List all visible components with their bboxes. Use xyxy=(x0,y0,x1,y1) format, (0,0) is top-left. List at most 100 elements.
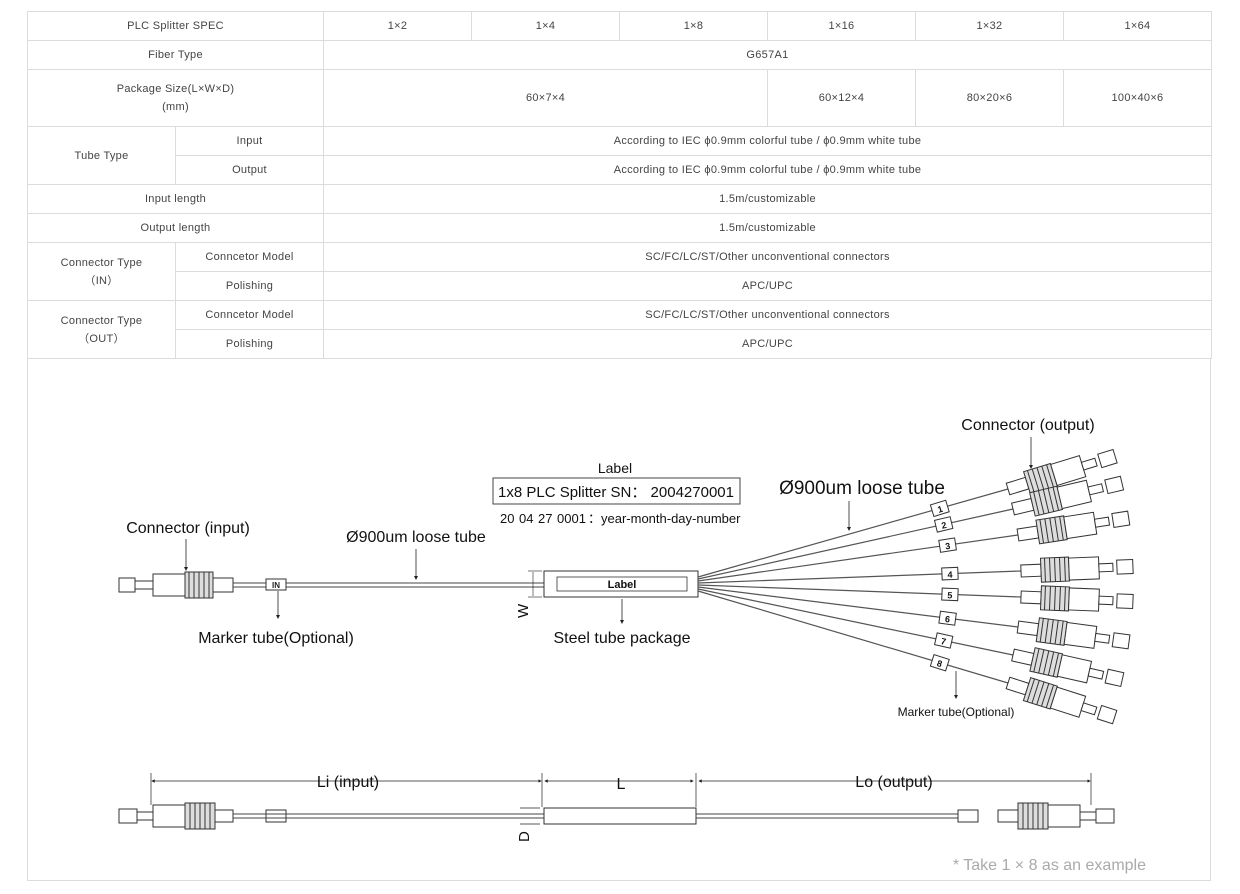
output-fanout: 1 2 3 4 5 6 7 8 xyxy=(697,448,1134,725)
connector-out-model-label: Conncetor Model xyxy=(175,300,324,330)
bottom-steel-tube xyxy=(543,807,697,825)
dimension-lines xyxy=(150,773,1092,825)
connector-in-polishing-row: Polishing APC/UPC xyxy=(28,271,1212,301)
marker-tube-left-label: Marker tube(Optional) xyxy=(198,630,354,647)
output-length-label: Output length xyxy=(27,213,324,243)
tube-type-input-row: Tube Type Input According to IEC ϕ0.9mm … xyxy=(27,126,1212,185)
tube-type-output-row: Output According to IEC ϕ0.9mm colorful … xyxy=(28,155,1212,185)
connector-in-label: Connector Type （IN） xyxy=(27,242,176,301)
connector-out-polishing-label: Polishing xyxy=(175,329,324,359)
output-fiber-1 xyxy=(697,488,1009,578)
in-marker-tube: IN xyxy=(265,578,287,591)
output-marker-tube-6: 6 xyxy=(938,610,957,626)
sn-month: 04 xyxy=(519,511,533,526)
sn-year: 20 xyxy=(500,511,514,526)
input-length-value: 1.5m/customizable xyxy=(323,184,1212,214)
output-connector-7-icon xyxy=(1011,647,1125,688)
loose-tube-left-label: Ø900um loose tube xyxy=(346,529,486,546)
output-fiber-5 xyxy=(697,584,1022,598)
package-size-label-line1: Package Size(L×W×D) xyxy=(116,83,235,95)
output-marker-tube-8: 8 xyxy=(929,653,950,672)
package-size-value-16: 60×12×4 xyxy=(767,69,916,127)
connector-in-model-value: SC/FC/LC/ST/Other unconventional connect… xyxy=(323,242,1212,272)
package-size-row: Package Size(L×W×D) (mm) 60×7×4 60×12×4 … xyxy=(27,69,1212,127)
package-size-value-32: 80×20×6 xyxy=(915,69,1064,127)
fiber-type-row: Fiber Type G657A1 xyxy=(27,40,1212,70)
output-fiber-4 xyxy=(697,570,1022,584)
output-connector-4-icon xyxy=(1020,556,1134,583)
l-label: L xyxy=(617,776,626,793)
col-1x32: 1×32 xyxy=(915,11,1064,41)
package-size-label: Package Size(L×W×D) (mm) xyxy=(27,69,324,127)
tube-type-input-label: Input xyxy=(175,126,324,156)
output-fiber-6 xyxy=(697,586,1019,628)
output-fiber-2 xyxy=(697,508,1014,580)
connector-input-label: Connector (input) xyxy=(126,520,250,537)
package-label-text: Label xyxy=(608,579,637,591)
output-fiber-7 xyxy=(697,588,1014,656)
connector-output-label: Connector (output) xyxy=(961,417,1094,434)
package-size-value-small: 60×7×4 xyxy=(323,69,768,127)
output-length-value: 1.5m/customizable xyxy=(323,213,1212,243)
footnote: * Take 1 × 8 as an example xyxy=(953,857,1146,874)
output-number-5: 5 xyxy=(947,590,952,600)
sn-explain: ：year-month-day-number xyxy=(588,511,741,526)
in-marker-label: IN xyxy=(272,581,280,590)
output-connector-5-icon xyxy=(1020,585,1134,612)
output-length-row: Output length 1.5m/customizable xyxy=(27,213,1212,243)
output-marker-tube-5: 5 xyxy=(941,587,959,602)
connector-in-polishing-label: Polishing xyxy=(175,271,324,301)
label-box xyxy=(492,477,741,505)
bottom-right-connector-icon xyxy=(957,802,1115,830)
output-marker-tube-7: 7 xyxy=(933,632,954,649)
lo-label: Lo (output) xyxy=(855,774,932,791)
col-1x2: 1×2 xyxy=(323,11,472,41)
header-label: PLC Splitter SPEC xyxy=(27,11,324,41)
output-number-4: 4 xyxy=(947,570,952,580)
marker-tube-right-label: Marker tube(Optional) xyxy=(898,705,1015,719)
bottom-left-connector-icon xyxy=(118,802,287,830)
steel-tube-label: Steel tube package xyxy=(554,630,691,647)
connector-in-label-line2: （IN） xyxy=(84,274,119,287)
output-fiber-3 xyxy=(697,534,1019,582)
output-marker-tube-1: 1 xyxy=(929,499,950,518)
sn-explanation: 20 04 27 0001 ：year-month-day-number xyxy=(500,511,741,526)
output-fiber-8 xyxy=(697,590,1009,684)
connector-out-polishing-value: APC/UPC xyxy=(323,329,1212,359)
label-box-text: 1x8 PLC Splitter SN： 2004270001 xyxy=(498,484,734,501)
input-connector-icon xyxy=(118,571,234,599)
connector-in-model-label: Conncetor Model xyxy=(175,242,324,272)
connector-in-model-row: Connector Type （IN） Conncetor Model SC/F… xyxy=(27,242,1212,301)
tube-type-label: Tube Type xyxy=(27,126,176,185)
col-1x16: 1×16 xyxy=(767,11,916,41)
sn-number: 0001 xyxy=(557,511,586,526)
connector-out-label: Connector Type （OUT） xyxy=(27,300,176,359)
col-1x4: 1×4 xyxy=(471,11,620,41)
output-connector-8-icon xyxy=(1005,676,1118,725)
output-number-1: 1 xyxy=(936,504,944,515)
diagram-svg: IN Connector (input) Ø900um loose tube M… xyxy=(118,417,1146,874)
connector-out-polishing-row: Polishing APC/UPC xyxy=(28,329,1212,359)
tube-type-input-value: According to IEC ϕ0.9mm colorful tube / … xyxy=(323,126,1212,156)
spec-table: PLC Splitter SPEC 1×2 1×4 1×8 1×16 1×32 … xyxy=(27,11,1212,359)
tube-type-output-label: Output xyxy=(175,155,324,185)
connector-in-polishing-value: APC/UPC xyxy=(323,271,1212,301)
output-marker-tube-2: 2 xyxy=(933,516,954,533)
connector-out-model-row: Connector Type （OUT） Conncetor Model SC/… xyxy=(27,300,1212,359)
output-connector-2-icon xyxy=(1011,475,1125,517)
output-number-6: 6 xyxy=(944,614,950,625)
col-1x8: 1×8 xyxy=(619,11,768,41)
fiber-type-label: Fiber Type xyxy=(27,40,324,70)
col-1x64: 1×64 xyxy=(1063,11,1212,41)
fiber-type-value: G657A1 xyxy=(323,40,1212,70)
loose-tube-right-label: Ø900um loose tube xyxy=(779,478,945,499)
li-label: Li (input) xyxy=(317,774,379,791)
output-number-2: 2 xyxy=(940,520,947,531)
tube-type-output-value: According to IEC ϕ0.9mm colorful tube / … xyxy=(323,155,1212,185)
connector-out-label-line1: Connector Type xyxy=(60,314,143,327)
input-length-row: Input length 1.5m/customizable xyxy=(27,184,1212,214)
header-row: PLC Splitter SPEC 1×2 1×4 1×8 1×16 1×32 … xyxy=(27,11,1212,41)
output-number-8: 8 xyxy=(936,658,944,669)
connector-out-label-line2: （OUT） xyxy=(78,332,125,345)
package-size-value-64: 100×40×6 xyxy=(1063,69,1212,127)
